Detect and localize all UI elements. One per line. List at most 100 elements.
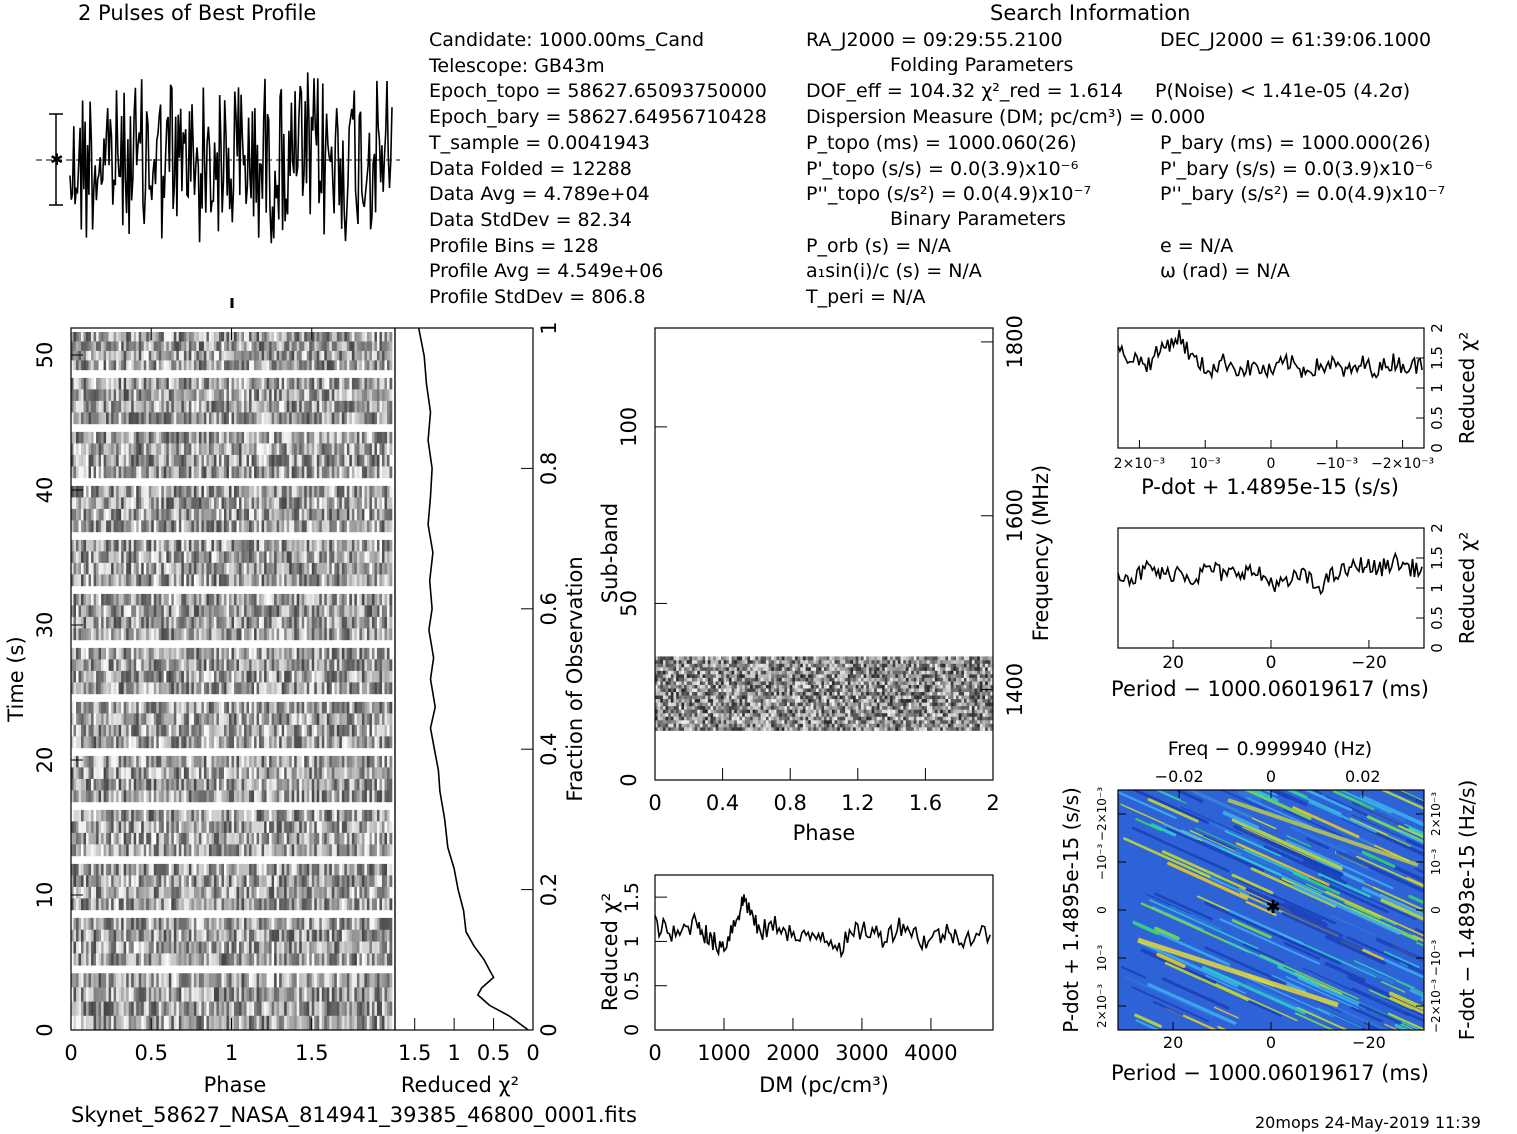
heatmap-cell bbox=[149, 973, 152, 987]
heatmap-cell bbox=[129, 702, 132, 714]
heatmap-cell bbox=[327, 540, 330, 552]
heatmap-cell bbox=[279, 725, 282, 737]
heatmap-cell bbox=[116, 953, 119, 965]
heatmap-cell bbox=[134, 779, 137, 791]
heatmap-cell bbox=[364, 605, 367, 617]
heatmap-cell bbox=[164, 821, 167, 833]
heatmap-cell bbox=[287, 725, 290, 737]
heatmap-cell bbox=[104, 594, 107, 606]
heatmap-cell bbox=[272, 833, 275, 845]
heatmap-cell bbox=[206, 953, 209, 965]
heatmap-cell bbox=[86, 486, 89, 498]
heatmap-cell bbox=[136, 486, 139, 498]
heatmap-cell bbox=[252, 918, 255, 930]
heatmap-cell bbox=[262, 671, 265, 683]
heatmap-cell bbox=[362, 875, 365, 887]
heatmap-cell bbox=[164, 574, 167, 586]
heatmap-cell bbox=[312, 987, 315, 1001]
heatmap-cell bbox=[284, 617, 287, 629]
heatmap-cell bbox=[106, 497, 109, 509]
heatmap-cell bbox=[141, 953, 144, 965]
heatmap-cell bbox=[247, 1016, 250, 1030]
heatmap-cell bbox=[379, 540, 382, 552]
heatmap-cell bbox=[387, 821, 390, 833]
heatmap-cell bbox=[279, 930, 282, 942]
heatmap-cell bbox=[161, 594, 164, 606]
heatmap-cell bbox=[384, 713, 387, 725]
heatmap-cell bbox=[186, 659, 189, 671]
heatmap-cell bbox=[272, 594, 275, 606]
heatmap-cell bbox=[262, 790, 265, 802]
heatmap-cell bbox=[141, 767, 144, 779]
heatmap-cell bbox=[284, 594, 287, 606]
heatmap-cell bbox=[279, 779, 282, 791]
heatmap-cell bbox=[267, 821, 270, 833]
heatmap-cell bbox=[164, 875, 167, 887]
heatmap-cell bbox=[196, 659, 199, 671]
heatmap-cell bbox=[166, 736, 169, 748]
heatmap-cell bbox=[382, 767, 385, 779]
heatmap-cell bbox=[226, 563, 229, 575]
heatmap-cell bbox=[242, 509, 245, 521]
heatmap-cell bbox=[124, 702, 127, 714]
heatmap-cell bbox=[169, 821, 172, 833]
heatmap-cell bbox=[322, 497, 325, 509]
heatmap-cell bbox=[369, 605, 372, 617]
heatmap-cell bbox=[272, 563, 275, 575]
heatmap-cell bbox=[347, 594, 350, 606]
heatmap-cell bbox=[86, 942, 89, 954]
heatmap-cell bbox=[277, 486, 280, 498]
heatmap-cell bbox=[121, 497, 124, 509]
heatmap-cell bbox=[294, 810, 297, 822]
heatmap-cell bbox=[327, 864, 330, 876]
heatmap-cell bbox=[284, 821, 287, 833]
heatmap-cell bbox=[216, 671, 219, 683]
heatmap-cell bbox=[247, 864, 250, 876]
heatmap-cell bbox=[237, 563, 240, 575]
heatmap-cell bbox=[249, 987, 252, 1001]
heatmap-cell bbox=[254, 509, 257, 521]
heatmap-cell bbox=[166, 1016, 169, 1030]
heatmap-cell bbox=[347, 648, 350, 660]
heatmap-cell bbox=[244, 605, 247, 617]
heatmap-cell bbox=[81, 918, 84, 930]
heatmap-cell bbox=[91, 648, 94, 660]
heatmap-cell bbox=[96, 875, 99, 887]
heatmap-cell bbox=[302, 756, 305, 768]
heatmap-cell bbox=[322, 563, 325, 575]
heatmap-cell bbox=[91, 930, 94, 942]
heatmap-cell bbox=[314, 844, 317, 856]
heatmap-cell bbox=[379, 682, 382, 694]
heatmap-cell bbox=[307, 551, 310, 563]
heatmap-cell bbox=[319, 810, 322, 822]
heatmap-cell bbox=[84, 563, 87, 575]
heatmap-cell bbox=[214, 617, 217, 629]
heatmap-cell bbox=[169, 875, 172, 887]
heatmap-cell bbox=[369, 574, 372, 586]
heatmap-cell bbox=[139, 810, 142, 822]
heatmap-cell bbox=[339, 756, 342, 768]
heatmap-cell bbox=[344, 918, 347, 930]
heatmap-cell bbox=[191, 844, 194, 856]
heatmap-cell bbox=[116, 628, 119, 640]
heatmap-cell bbox=[214, 659, 217, 671]
heatmap-cell bbox=[262, 617, 265, 629]
heatmap-cell bbox=[204, 864, 207, 876]
heatmap-cell bbox=[304, 617, 307, 629]
heatmap-cell bbox=[154, 574, 157, 586]
heatmap-cell bbox=[264, 987, 267, 1001]
heatmap-cell bbox=[84, 833, 87, 845]
heatmap-cell bbox=[367, 918, 370, 930]
heatmap-cell bbox=[99, 702, 102, 714]
heatmap-cell bbox=[126, 1002, 129, 1016]
heatmap-cell bbox=[329, 844, 332, 856]
heatmap-cell bbox=[206, 594, 209, 606]
heatmap-cell bbox=[324, 1002, 327, 1016]
heatmap-cell bbox=[164, 551, 167, 563]
heatmap-cell bbox=[136, 725, 139, 737]
heatmap-cell bbox=[257, 821, 260, 833]
heatmap-cell bbox=[257, 833, 260, 845]
heatmap-cell bbox=[347, 617, 350, 629]
heatmap-cell bbox=[226, 898, 229, 910]
heatmap-cell bbox=[352, 659, 355, 671]
